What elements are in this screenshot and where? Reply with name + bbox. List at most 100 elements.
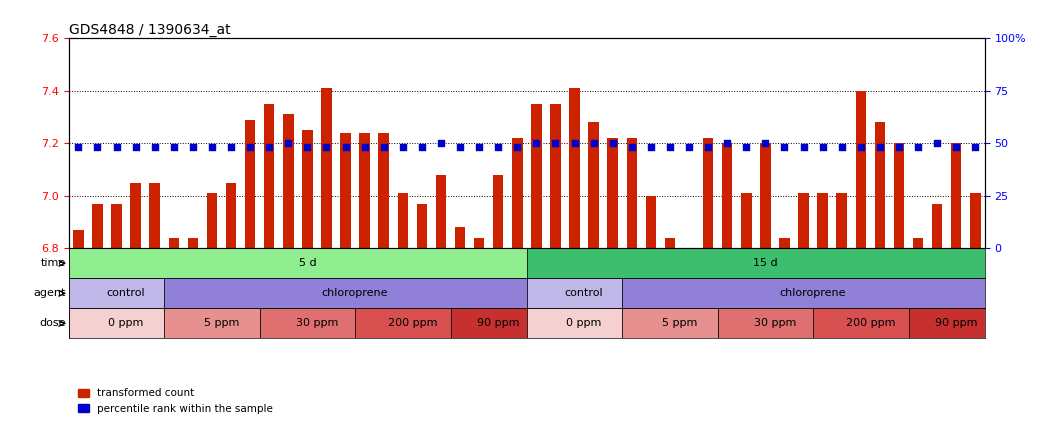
Point (375, 144, 392, 151)
Point (451, 144, 468, 151)
Point (795, 144, 812, 151)
FancyBboxPatch shape (909, 308, 985, 338)
Point (662, 144, 679, 151)
Bar (264, 104, 274, 248)
Bar (245, 120, 255, 248)
Bar (493, 175, 503, 248)
FancyBboxPatch shape (69, 278, 164, 308)
Text: 30 ppm: 30 ppm (295, 319, 338, 328)
Bar (283, 114, 293, 248)
Bar (340, 133, 351, 248)
FancyBboxPatch shape (69, 308, 164, 338)
Bar (779, 238, 790, 248)
Bar (722, 143, 733, 248)
Point (222, 144, 239, 151)
FancyBboxPatch shape (623, 308, 718, 338)
Point (432, 140, 449, 147)
Point (681, 144, 698, 151)
Bar (627, 138, 638, 248)
Point (356, 144, 373, 151)
FancyBboxPatch shape (526, 308, 623, 338)
Bar (187, 238, 198, 248)
Bar (570, 88, 580, 248)
FancyBboxPatch shape (526, 278, 623, 308)
Text: 90 ppm: 90 ppm (477, 319, 520, 328)
Y-axis label: agent: agent (34, 288, 66, 298)
Bar (359, 133, 370, 248)
Y-axis label: time: time (41, 258, 66, 268)
Point (337, 144, 354, 151)
Bar (454, 227, 465, 248)
Point (299, 144, 316, 151)
Bar (932, 203, 943, 248)
Bar (397, 193, 408, 248)
Bar (168, 238, 179, 248)
Point (394, 144, 411, 151)
Point (108, 144, 125, 151)
Point (146, 144, 163, 151)
Text: control: control (564, 288, 604, 298)
Bar (741, 193, 752, 248)
Text: chloroprene: chloroprene (322, 288, 389, 298)
FancyBboxPatch shape (164, 308, 259, 338)
Point (872, 144, 889, 151)
Text: 0 ppm: 0 ppm (108, 319, 144, 328)
Text: 30 ppm: 30 ppm (754, 319, 796, 328)
Point (605, 140, 622, 147)
Bar (760, 143, 771, 248)
Point (89, 144, 106, 151)
Bar (837, 193, 847, 248)
FancyBboxPatch shape (164, 278, 526, 308)
Text: 15 d: 15 d (753, 258, 777, 268)
Bar (226, 183, 236, 248)
Point (967, 144, 984, 151)
Point (891, 144, 908, 151)
Text: 90 ppm: 90 ppm (935, 319, 977, 328)
Point (127, 144, 144, 151)
Text: chloroprene: chloroprene (779, 288, 846, 298)
Point (719, 140, 736, 147)
Bar (73, 230, 84, 248)
Point (814, 144, 831, 151)
Point (757, 140, 774, 147)
Y-axis label: dose: dose (39, 319, 66, 328)
FancyBboxPatch shape (259, 308, 355, 338)
Bar (818, 193, 828, 248)
Point (241, 144, 258, 151)
Point (624, 144, 641, 151)
Bar (894, 143, 904, 248)
Legend: transformed count, percentile rank within the sample: transformed count, percentile rank withi… (74, 384, 277, 418)
Bar (856, 91, 866, 248)
Point (548, 140, 564, 147)
Point (643, 144, 660, 151)
Bar (703, 138, 714, 248)
Point (586, 140, 603, 147)
Point (700, 144, 717, 151)
Bar (111, 203, 122, 248)
Bar (321, 88, 331, 248)
Point (70, 144, 87, 151)
Bar (913, 238, 923, 248)
Point (413, 144, 430, 151)
Bar (608, 138, 618, 248)
FancyBboxPatch shape (718, 308, 813, 338)
Bar (513, 138, 522, 248)
Text: control: control (107, 288, 145, 298)
Bar (665, 238, 676, 248)
FancyBboxPatch shape (813, 308, 909, 338)
Bar (378, 133, 389, 248)
Point (470, 144, 487, 151)
FancyBboxPatch shape (355, 308, 450, 338)
Bar (646, 196, 657, 248)
Bar (149, 183, 160, 248)
Point (852, 144, 869, 151)
FancyBboxPatch shape (450, 308, 526, 338)
Point (184, 144, 201, 151)
Point (738, 144, 755, 151)
Point (508, 144, 525, 151)
Point (948, 144, 965, 151)
FancyBboxPatch shape (623, 278, 985, 308)
Point (489, 144, 506, 151)
Bar (302, 130, 312, 248)
Bar (435, 175, 446, 248)
